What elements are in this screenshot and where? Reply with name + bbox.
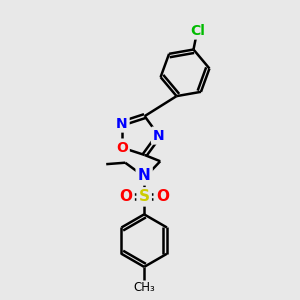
Text: O: O: [116, 141, 128, 154]
Text: CH₃: CH₃: [133, 281, 155, 295]
Text: N: N: [153, 129, 165, 142]
Text: Cl: Cl: [190, 23, 205, 38]
Text: S: S: [139, 189, 150, 204]
Text: N: N: [116, 117, 128, 130]
Text: O: O: [156, 189, 169, 204]
Text: O: O: [120, 189, 133, 204]
Text: N: N: [138, 168, 151, 183]
